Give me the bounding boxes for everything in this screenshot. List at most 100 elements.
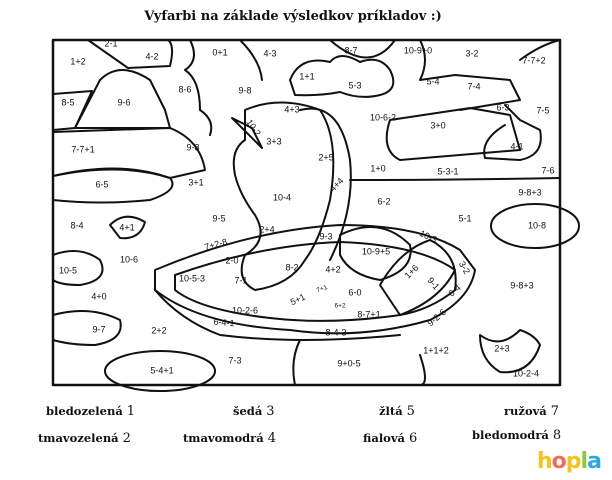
legend-color: tmavozelená: [38, 431, 119, 445]
region-label: 2-1: [104, 38, 117, 48]
rock-right-top: [419, 39, 521, 111]
region-label: 3+0: [430, 120, 445, 130]
region-label: 0+1: [212, 47, 227, 57]
region-label: 5-3: [348, 80, 361, 90]
rock-left: [74, 69, 171, 129]
hopla-logo: hopla: [537, 449, 602, 474]
legend-color: ružová: [504, 404, 547, 418]
region-line: [349, 177, 561, 181]
lily-pad-right: [479, 329, 541, 374]
pond-bottom: [104, 350, 216, 392]
region-label: 7-4: [467, 81, 480, 91]
region-label: 7-3: [228, 355, 241, 365]
region-label: 3+1: [188, 177, 203, 187]
region-line: [239, 39, 263, 81]
region-label: 10-5: [59, 265, 77, 275]
logo-letter: h: [537, 449, 553, 474]
region-label: 5-4: [426, 76, 439, 86]
legend-color: bledozelená: [46, 404, 123, 418]
region-label: 6-2: [377, 196, 390, 206]
label-layer: 1+2 2-1 4-2 0+1 4-3 8-7 10-9+0 3-2 7-7+2 1+1 5-3 5-…: [59, 38, 555, 378]
region-line: [87, 39, 174, 69]
region-label: 6-4: [446, 283, 462, 299]
region-label: 5+1: [289, 292, 307, 308]
region-label: 7+2-8: [203, 237, 228, 253]
unicorn-tail: [379, 239, 457, 316]
region-label: 5-1: [458, 213, 471, 223]
region-label: 9-2-6: [425, 307, 448, 328]
region-label: 9-3: [319, 231, 332, 241]
region-label: 7-7+1: [71, 144, 94, 154]
region-label: 6-4-1: [213, 316, 235, 328]
region-label: 8-7: [344, 45, 357, 55]
region-label: 4+1: [119, 222, 134, 232]
region-label: 9-6: [117, 97, 130, 107]
legend-item-2: tmavozelená 2: [38, 431, 131, 446]
region-line: [52, 90, 93, 131]
region-label: 2-0: [225, 255, 238, 265]
region-label: 8-5: [61, 97, 74, 107]
legend-color: fialová: [363, 431, 405, 445]
ring-inner: [174, 241, 456, 322]
region-label: 7-1: [234, 275, 247, 285]
ring-band: [154, 289, 401, 341]
region-label: 4-3: [263, 48, 276, 58]
region-label: 9+0-5: [337, 358, 360, 368]
region-label: 10-2-6: [232, 305, 258, 315]
legend-item-5: žltá 5: [379, 404, 415, 419]
legend-item-3: šedá 3: [233, 404, 275, 419]
logo-letter: p: [565, 449, 582, 474]
region-label: 3-2: [465, 48, 478, 58]
region-label: 6+2: [334, 303, 345, 310]
worksheet-title: Vyfarbi na základe výsledkov príkladov :…: [144, 9, 442, 24]
region-label: 4-2: [145, 51, 158, 61]
region-label: 7-6: [541, 165, 554, 175]
pond: [490, 203, 580, 249]
region-label: 2+3: [494, 343, 509, 353]
region-label: 5-3-1: [437, 166, 458, 176]
rock-center: [385, 107, 521, 161]
region-label: 8-4: [70, 220, 83, 230]
region-label: 1+1: [299, 71, 314, 81]
region-label: 1+0: [370, 163, 385, 173]
region-label: 6-0: [348, 287, 361, 297]
region-label: 9-8: [238, 85, 251, 95]
region-label: 10-4: [273, 192, 291, 202]
region-label: 3+3: [266, 136, 281, 146]
picture-border: [51, 38, 562, 387]
unicorn-horn: [231, 117, 263, 149]
region-label: 6-3: [496, 102, 509, 112]
region-label: 10-6-2: [370, 112, 396, 122]
unicorn-mane: [299, 107, 352, 261]
region-label: 8-2: [285, 262, 298, 272]
ring-outer: [154, 224, 476, 335]
region-label: 4-1: [510, 141, 523, 151]
flower: [109, 215, 146, 240]
region-label: 10-8: [528, 220, 546, 230]
region-label: 4+4: [328, 176, 346, 194]
region-label: 10-3: [418, 228, 439, 245]
legend-number: 1: [126, 404, 136, 419]
lily-pad: [52, 310, 122, 346]
cloud: [289, 55, 395, 98]
region-label: 7-7+2: [522, 55, 545, 65]
region-label: 9-7: [92, 324, 105, 334]
region-label: 10-9+5: [362, 246, 390, 256]
region-label: 1+2: [70, 56, 85, 66]
region-label: 9-8+3: [518, 187, 541, 197]
region-label: 4+0: [91, 291, 106, 301]
region-label: 4+3: [284, 104, 299, 114]
legend-number: 7: [550, 404, 560, 419]
legend-item-7: ružová 7: [504, 404, 559, 419]
region-label: 9-8: [186, 142, 199, 152]
region-label: 7+1: [316, 284, 329, 294]
legend-number: 8: [552, 428, 562, 443]
region-label: 9-5: [212, 213, 225, 223]
region-label: 2+5: [318, 152, 333, 162]
region-label: 5-4+1: [150, 365, 173, 375]
region-label: 2+2: [151, 325, 166, 335]
legend-number: 6: [409, 431, 418, 446]
region-label: 9-8+3: [510, 280, 533, 290]
legend-number: 2: [122, 431, 131, 446]
